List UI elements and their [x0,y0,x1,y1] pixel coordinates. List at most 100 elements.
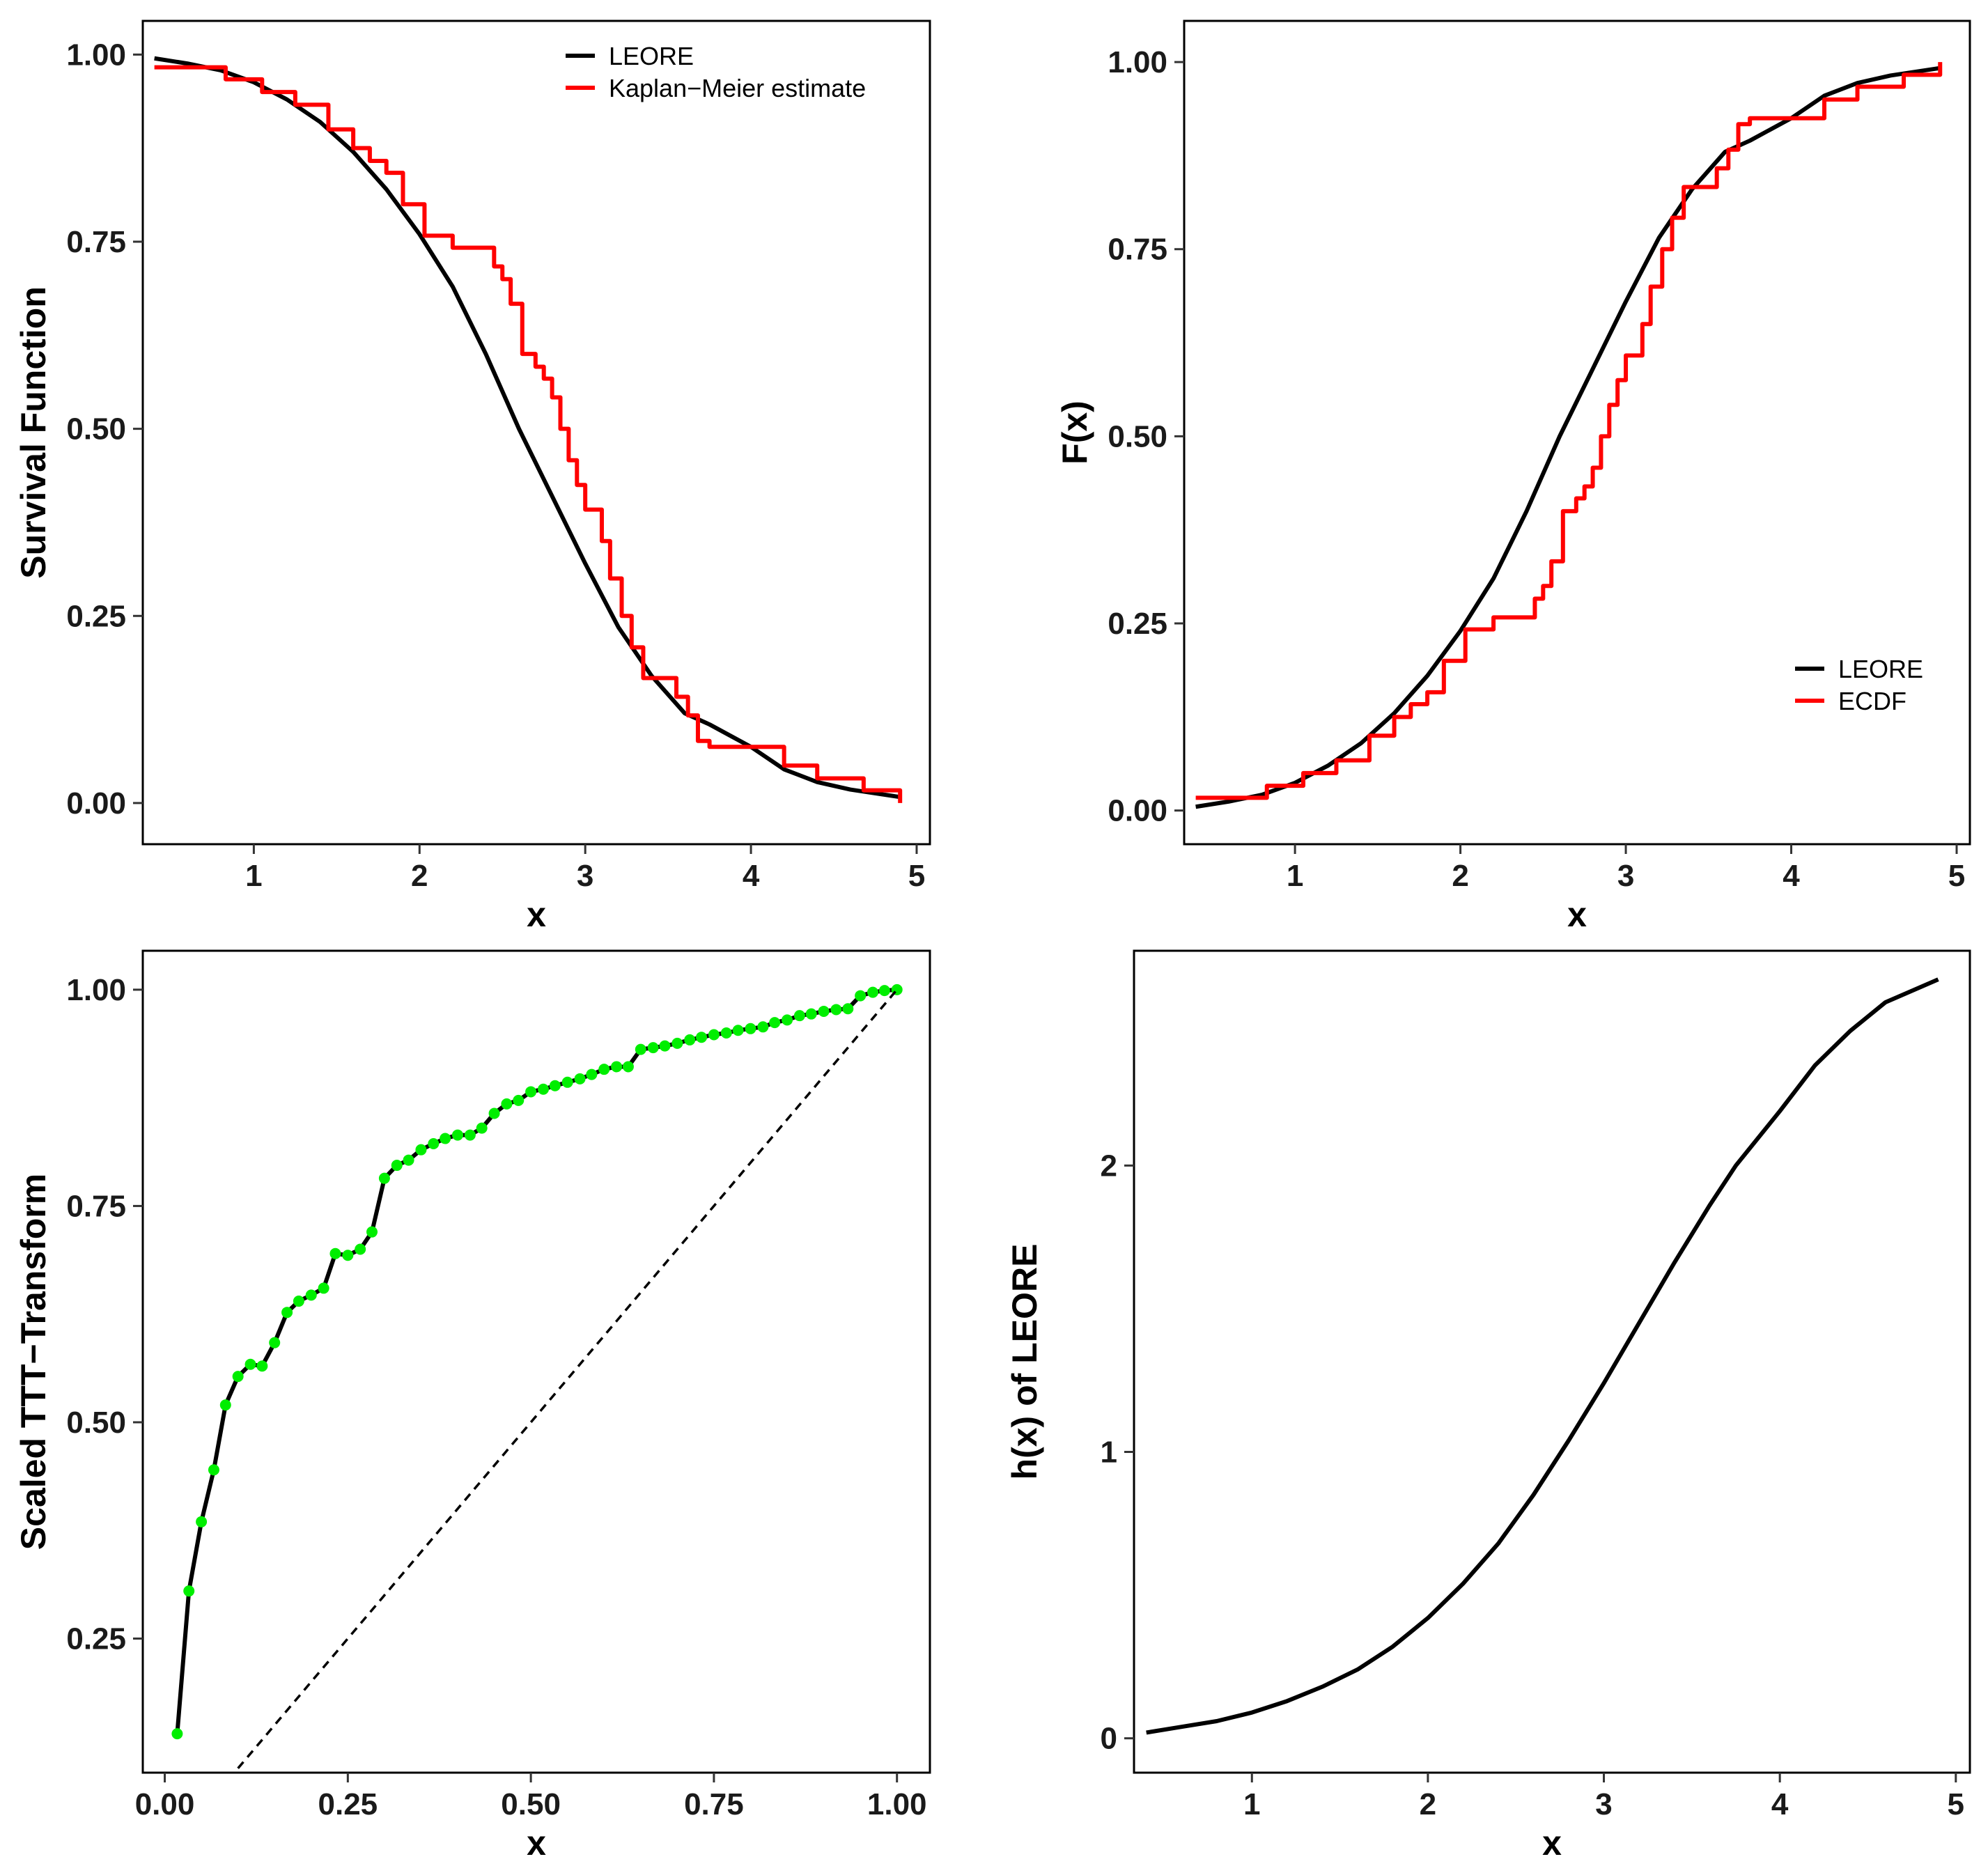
data-point [403,1154,414,1166]
data-point [561,1076,573,1088]
x-tick-label: 5 [1948,1787,1964,1821]
legend: LEORE Kaplan−Meier estimate [566,42,866,102]
x-tick-label: 0.25 [318,1787,378,1821]
model-curve [154,56,901,800]
y-tick-label: 1.00 [66,38,126,72]
data-point [684,1034,696,1045]
data-point [647,1042,659,1054]
data-point [720,1027,732,1039]
legend-label: Kaplan−Meier estimate [609,74,866,102]
plot-border [1133,949,1971,1774]
data-point [782,1014,793,1026]
x-tick-label: 0.75 [684,1787,744,1821]
data-point [708,1029,720,1041]
y-axis-title: Survival Function [14,286,53,579]
data-point [355,1243,366,1255]
data-point [574,1073,586,1084]
model-curve [175,987,897,1734]
y-tick-label: 1.00 [66,973,126,1007]
x-tick-label: 3 [1617,859,1634,893]
data-point [598,1064,610,1075]
data-point [635,1043,646,1055]
x-tick-label: 0.50 [501,1787,561,1821]
data-point [415,1144,427,1156]
data-point [183,1585,195,1597]
data-point [428,1137,440,1149]
data-point [329,1247,341,1259]
data-point [696,1032,708,1043]
y-axis-title: h(x) of LEORE [1005,1244,1044,1480]
y-tick-label: 0.75 [1108,233,1167,267]
data-point [805,1008,817,1020]
data-point [366,1226,378,1238]
y-axis-title: F(x) [1055,401,1094,465]
data-point [391,1160,403,1172]
data-point [732,1025,744,1036]
legend-label: LEORE [609,42,694,70]
series-group [154,56,903,803]
y-tick-label: 0.25 [1108,607,1167,641]
plot-border [141,20,931,846]
x-axis-title: x [527,895,546,934]
data-point [549,1080,561,1091]
data-point [537,1083,549,1095]
data-point [232,1371,244,1383]
y-tick-label: 0.50 [1108,419,1167,453]
x-tick-label: 3 [577,859,593,893]
data-point [611,1061,623,1073]
data-point [586,1068,598,1080]
data-point [269,1337,281,1348]
x-tick-label: 1 [1243,1787,1260,1821]
data-point [208,1464,219,1476]
series-group [171,983,903,1769]
legend-label: LEORE [1838,655,1923,683]
series-group [1146,977,1939,1735]
data-point [440,1133,451,1144]
model-curve [1195,65,1941,809]
data-point [318,1282,329,1294]
data-point [671,1037,683,1049]
y-axis-title: Scaled TTT−Transform [14,1174,53,1550]
series-group [1195,62,1943,809]
x-tick-label: 4 [743,859,760,893]
data-point [745,1023,756,1034]
data-point [769,1017,781,1029]
data-point [878,985,890,997]
x-tick-label: 1 [1287,859,1303,893]
data-point [342,1250,354,1261]
data-point [855,990,867,1002]
plot-border [141,949,931,1774]
y-tick-label: 2 [1101,1149,1117,1183]
y-tick-label: 0.00 [66,786,126,821]
x-tick-label: 5 [908,859,925,893]
x-tick-label: 4 [1783,859,1800,893]
empirical-step-line [154,65,903,803]
reference-dashed-line [237,988,899,1769]
data-point [622,1061,634,1073]
empirical-step-line [1195,62,1943,800]
y-tick-label: 0.50 [66,412,126,446]
x-tick-label: 0.00 [135,1787,195,1821]
legend: LEORE ECDF [1795,655,1923,715]
data-point [293,1296,304,1307]
data-point [305,1289,317,1301]
panel-ttt: 0.00 0.25 0.50 0.75 1.00 0.25 0.50 0.75 1.00 x Sca… [14,949,931,1863]
x-axis-title: x [527,1824,546,1863]
x-axis-title: x [1567,895,1587,934]
y-tick-label: 0.25 [66,1622,126,1656]
y-tick-label: 0 [1101,1722,1117,1756]
y-tick-label: 0.75 [66,225,126,259]
x-tick-label: 1 [245,859,262,893]
data-point [513,1094,525,1106]
y-tick-label: 1.00 [1108,45,1167,79]
x-tick-label: 4 [1771,1787,1789,1821]
data-point [452,1129,463,1141]
data-point [464,1129,476,1141]
data-point [171,1728,183,1740]
y-tick-label: 0.00 [1108,794,1167,828]
x-tick-label: 1.00 [867,1787,927,1821]
y-tick-label: 1 [1101,1436,1117,1470]
data-point [659,1040,671,1052]
x-tick-label: 2 [1452,859,1468,893]
model-curve [1146,977,1939,1735]
